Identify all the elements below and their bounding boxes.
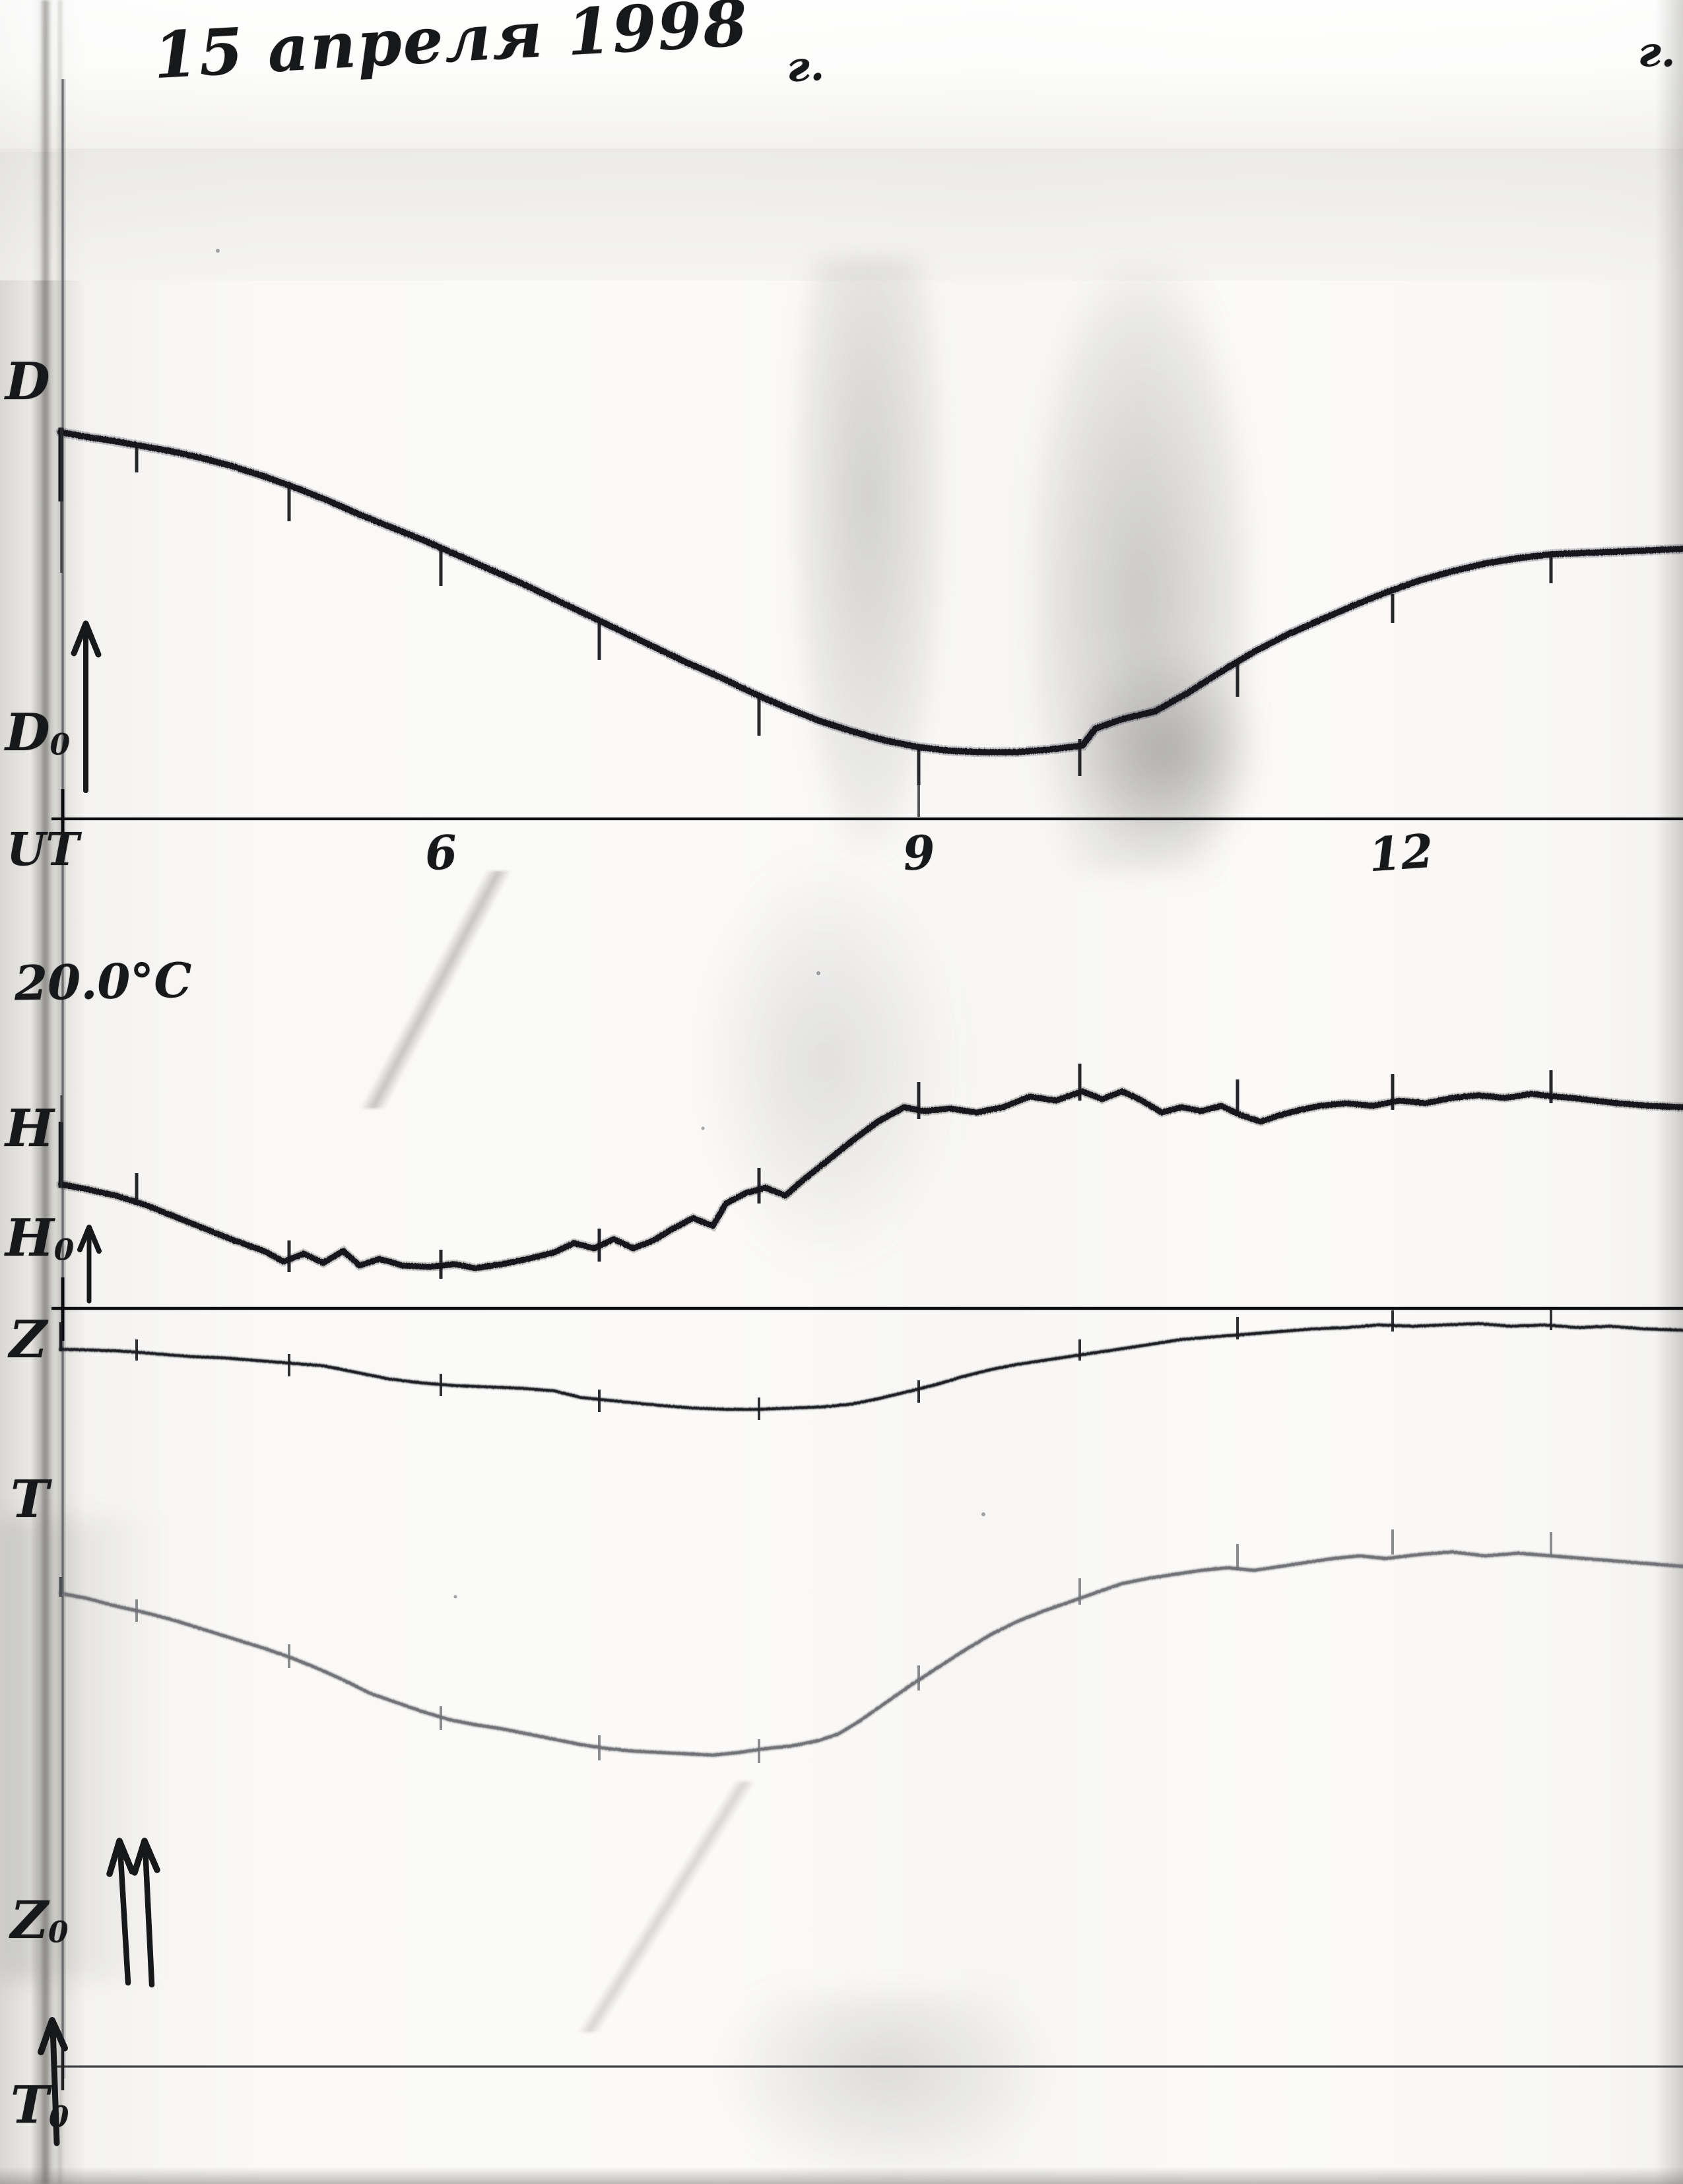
axis-label-h0-subscript: 0: [53, 1233, 75, 1268]
axis-label-h: H: [5, 1099, 54, 1159]
arrow-t0-up: [38, 2017, 68, 2146]
axis-label-z0-letter: Z: [11, 1890, 48, 1950]
axis-label-z0-subscript: 0: [48, 1915, 69, 1950]
axis-label-ut: UT: [7, 823, 79, 876]
axis-label-h0: H0: [5, 1213, 74, 1265]
axis-label-t: T: [11, 1469, 50, 1529]
trace-d-declination: [55, 427, 1683, 757]
vertical-reference-line: [61, 79, 66, 2078]
axis-label-d0: D0: [5, 707, 70, 759]
axis-label-t0-letter: T: [11, 2075, 50, 2135]
axis-label-h0-letter: H: [5, 1208, 54, 1268]
axis-label-d0-letter: D: [5, 703, 50, 763]
trace-t-temperature: [57, 1549, 1683, 1758]
baseline-d0: [51, 789, 1683, 852]
trace-h-horizontal: [56, 1086, 1683, 1273]
axis-label-d: D: [5, 352, 50, 412]
edge-year-mark: г.: [1638, 28, 1676, 76]
trace-z-hour-marks: [135, 1309, 1552, 1420]
arrow-z-up: [106, 1838, 135, 1986]
trace-z-vertical: [58, 1320, 1683, 1412]
axis-label-z: Z: [9, 1310, 47, 1370]
baseline-t0: [51, 2043, 1683, 2090]
time-tick-label-12: 12: [1367, 823, 1436, 883]
scan-dust-specks: [216, 249, 985, 1599]
temperature-scale-label: 20.0°C: [14, 951, 193, 1012]
time-tick-label-6: 6: [423, 824, 459, 882]
arrow-h-up: [77, 1225, 102, 1304]
axis-label-t0: T0: [11, 2080, 69, 2132]
arrow-d-up: [71, 620, 102, 793]
trace-h-hour-marks: [135, 1064, 1553, 1279]
baseline-h0: [51, 1277, 1683, 1341]
trace-t-hour-marks: [135, 1529, 1552, 1763]
arrow-t-up: [131, 1838, 160, 1988]
axis-label-d0-subscript: 0: [50, 728, 71, 762]
axis-label-t0-subscript: 0: [49, 2100, 69, 2135]
axis-label-z0: Z0: [11, 1895, 68, 1947]
time-tick-label-9: 9: [901, 824, 937, 882]
title-year-suffix: г.: [785, 41, 826, 92]
